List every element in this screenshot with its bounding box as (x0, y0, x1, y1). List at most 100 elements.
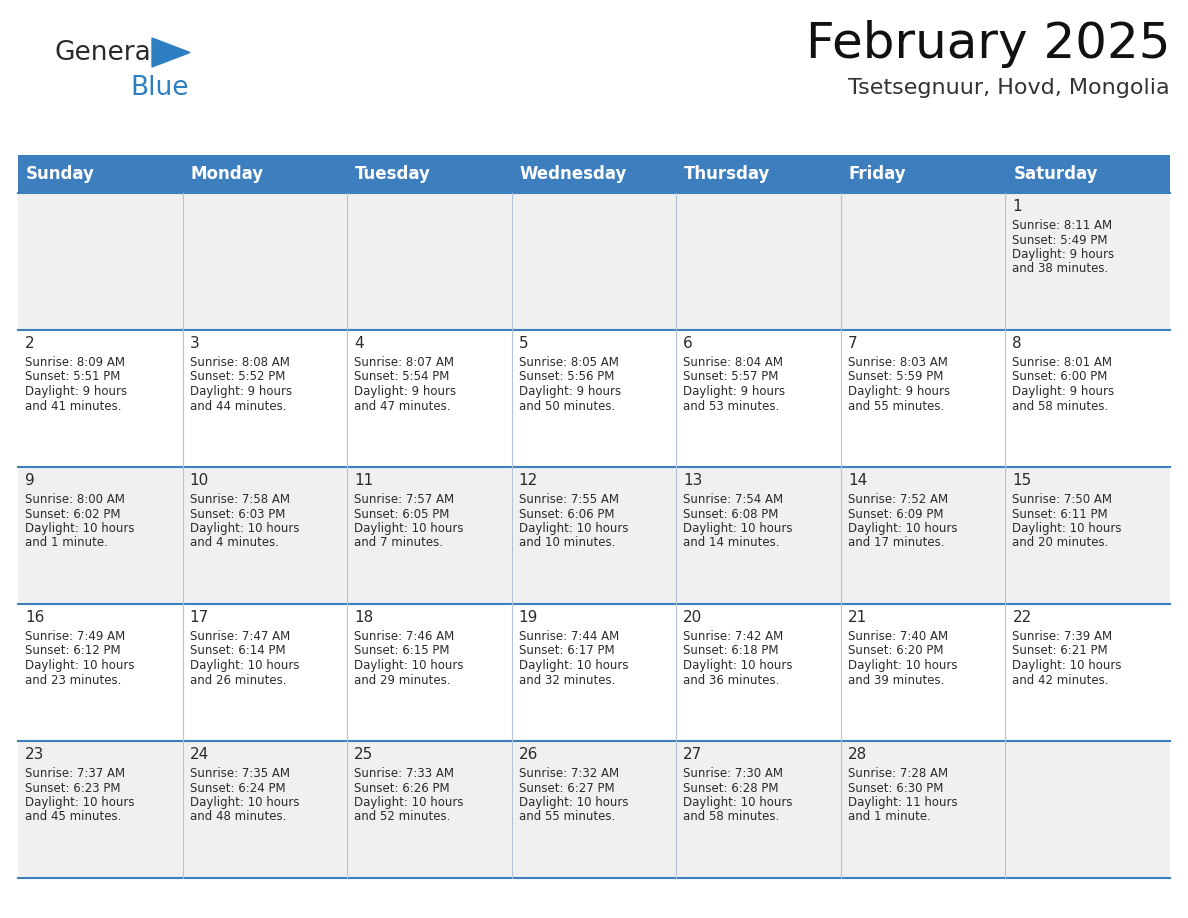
Text: and 26 minutes.: and 26 minutes. (190, 674, 286, 687)
Text: Sunset: 5:56 PM: Sunset: 5:56 PM (519, 371, 614, 384)
Text: 8: 8 (1012, 336, 1022, 351)
Text: Sunrise: 8:04 AM: Sunrise: 8:04 AM (683, 356, 783, 369)
Text: Sunrise: 7:57 AM: Sunrise: 7:57 AM (354, 493, 454, 506)
Text: Sunrise: 7:33 AM: Sunrise: 7:33 AM (354, 767, 454, 780)
Text: Sunrise: 7:32 AM: Sunrise: 7:32 AM (519, 767, 619, 780)
Text: Daylight: 9 hours: Daylight: 9 hours (848, 385, 950, 398)
Text: Sunset: 5:59 PM: Sunset: 5:59 PM (848, 371, 943, 384)
Text: Sunrise: 7:49 AM: Sunrise: 7:49 AM (25, 630, 125, 643)
Text: Daylight: 9 hours: Daylight: 9 hours (683, 385, 785, 398)
Text: 14: 14 (848, 473, 867, 488)
Text: 28: 28 (848, 747, 867, 762)
Text: 2: 2 (25, 336, 34, 351)
Text: 19: 19 (519, 610, 538, 625)
Text: Daylight: 10 hours: Daylight: 10 hours (25, 522, 134, 535)
Bar (18, 155, 183, 193)
Text: 26: 26 (519, 747, 538, 762)
Text: and 10 minutes.: and 10 minutes. (519, 536, 615, 550)
Text: and 45 minutes.: and 45 minutes. (25, 811, 121, 823)
Text: Sunset: 6:02 PM: Sunset: 6:02 PM (25, 508, 120, 521)
Text: Sunrise: 7:55 AM: Sunrise: 7:55 AM (519, 493, 619, 506)
Text: Daylight: 10 hours: Daylight: 10 hours (190, 659, 299, 672)
Text: 13: 13 (683, 473, 702, 488)
Text: and 1 minute.: and 1 minute. (25, 536, 108, 550)
Bar (18, 604, 1170, 741)
Text: Daylight: 10 hours: Daylight: 10 hours (1012, 522, 1121, 535)
Text: Sunset: 6:30 PM: Sunset: 6:30 PM (848, 781, 943, 794)
Text: and 53 minutes.: and 53 minutes. (683, 399, 779, 412)
Text: Sunrise: 8:01 AM: Sunrise: 8:01 AM (1012, 356, 1112, 369)
Text: and 42 minutes.: and 42 minutes. (1012, 674, 1108, 687)
Text: Sunrise: 7:54 AM: Sunrise: 7:54 AM (683, 493, 783, 506)
Text: 6: 6 (683, 336, 693, 351)
Text: Daylight: 9 hours: Daylight: 9 hours (190, 385, 292, 398)
Text: Daylight: 10 hours: Daylight: 10 hours (519, 796, 628, 809)
Text: Sunset: 6:27 PM: Sunset: 6:27 PM (519, 781, 614, 794)
Text: Sunset: 6:21 PM: Sunset: 6:21 PM (1012, 644, 1108, 657)
Text: and 38 minutes.: and 38 minutes. (1012, 263, 1108, 275)
Text: 7: 7 (848, 336, 858, 351)
Text: Sunset: 6:08 PM: Sunset: 6:08 PM (683, 508, 778, 521)
Text: Daylight: 11 hours: Daylight: 11 hours (848, 796, 958, 809)
Text: 25: 25 (354, 747, 373, 762)
Text: Sunset: 5:57 PM: Sunset: 5:57 PM (683, 371, 778, 384)
Text: and 32 minutes.: and 32 minutes. (519, 674, 615, 687)
Text: 22: 22 (1012, 610, 1031, 625)
Text: and 36 minutes.: and 36 minutes. (683, 674, 779, 687)
Text: Monday: Monday (190, 165, 264, 183)
Text: and 58 minutes.: and 58 minutes. (683, 811, 779, 823)
Text: Sunrise: 8:07 AM: Sunrise: 8:07 AM (354, 356, 454, 369)
Text: Sunrise: 7:50 AM: Sunrise: 7:50 AM (1012, 493, 1112, 506)
Text: 4: 4 (354, 336, 364, 351)
Text: and 50 minutes.: and 50 minutes. (519, 399, 615, 412)
Text: 27: 27 (683, 747, 702, 762)
Text: 17: 17 (190, 610, 209, 625)
Text: Daylight: 10 hours: Daylight: 10 hours (683, 659, 792, 672)
Text: Wednesday: Wednesday (519, 165, 627, 183)
Text: Sunset: 6:24 PM: Sunset: 6:24 PM (190, 781, 285, 794)
Text: and 48 minutes.: and 48 minutes. (190, 811, 286, 823)
Text: Sunset: 6:23 PM: Sunset: 6:23 PM (25, 781, 120, 794)
Text: Sunrise: 7:35 AM: Sunrise: 7:35 AM (190, 767, 290, 780)
Bar (183, 155, 347, 193)
Bar (512, 155, 676, 193)
Text: and 41 minutes.: and 41 minutes. (25, 399, 121, 412)
Text: Daylight: 10 hours: Daylight: 10 hours (354, 659, 463, 672)
Text: Daylight: 10 hours: Daylight: 10 hours (354, 796, 463, 809)
Text: 3: 3 (190, 336, 200, 351)
Text: 9: 9 (25, 473, 34, 488)
Text: 23: 23 (25, 747, 44, 762)
Text: and 4 minutes.: and 4 minutes. (190, 536, 278, 550)
Text: and 20 minutes.: and 20 minutes. (1012, 536, 1108, 550)
Text: and 1 minute.: and 1 minute. (848, 811, 930, 823)
Text: Tsetsegnuur, Hovd, Mongolia: Tsetsegnuur, Hovd, Mongolia (848, 78, 1170, 98)
Text: Sunrise: 8:09 AM: Sunrise: 8:09 AM (25, 356, 125, 369)
Text: Sunset: 6:14 PM: Sunset: 6:14 PM (190, 644, 285, 657)
Text: Tuesday: Tuesday (355, 165, 431, 183)
Text: Sunrise: 7:46 AM: Sunrise: 7:46 AM (354, 630, 454, 643)
Bar (347, 155, 512, 193)
Text: General: General (55, 40, 159, 66)
Text: Friday: Friday (849, 165, 906, 183)
Text: Daylight: 10 hours: Daylight: 10 hours (683, 522, 792, 535)
Text: Sunrise: 7:39 AM: Sunrise: 7:39 AM (1012, 630, 1112, 643)
Text: Sunset: 5:52 PM: Sunset: 5:52 PM (190, 371, 285, 384)
Text: Sunset: 6:11 PM: Sunset: 6:11 PM (1012, 508, 1108, 521)
Text: Sunset: 5:54 PM: Sunset: 5:54 PM (354, 371, 449, 384)
Text: Daylight: 10 hours: Daylight: 10 hours (519, 659, 628, 672)
Text: and 58 minutes.: and 58 minutes. (1012, 399, 1108, 412)
Text: Sunset: 6:26 PM: Sunset: 6:26 PM (354, 781, 450, 794)
Text: Sunrise: 7:42 AM: Sunrise: 7:42 AM (683, 630, 784, 643)
Text: 21: 21 (848, 610, 867, 625)
Text: Sunrise: 7:47 AM: Sunrise: 7:47 AM (190, 630, 290, 643)
Text: Daylight: 9 hours: Daylight: 9 hours (1012, 248, 1114, 261)
Text: Daylight: 10 hours: Daylight: 10 hours (1012, 659, 1121, 672)
Text: 11: 11 (354, 473, 373, 488)
Text: Daylight: 10 hours: Daylight: 10 hours (190, 796, 299, 809)
Text: 15: 15 (1012, 473, 1031, 488)
Text: Sunrise: 7:44 AM: Sunrise: 7:44 AM (519, 630, 619, 643)
Text: Sunset: 6:05 PM: Sunset: 6:05 PM (354, 508, 449, 521)
Text: Daylight: 10 hours: Daylight: 10 hours (25, 796, 134, 809)
Text: and 7 minutes.: and 7 minutes. (354, 536, 443, 550)
Text: Sunset: 6:28 PM: Sunset: 6:28 PM (683, 781, 779, 794)
